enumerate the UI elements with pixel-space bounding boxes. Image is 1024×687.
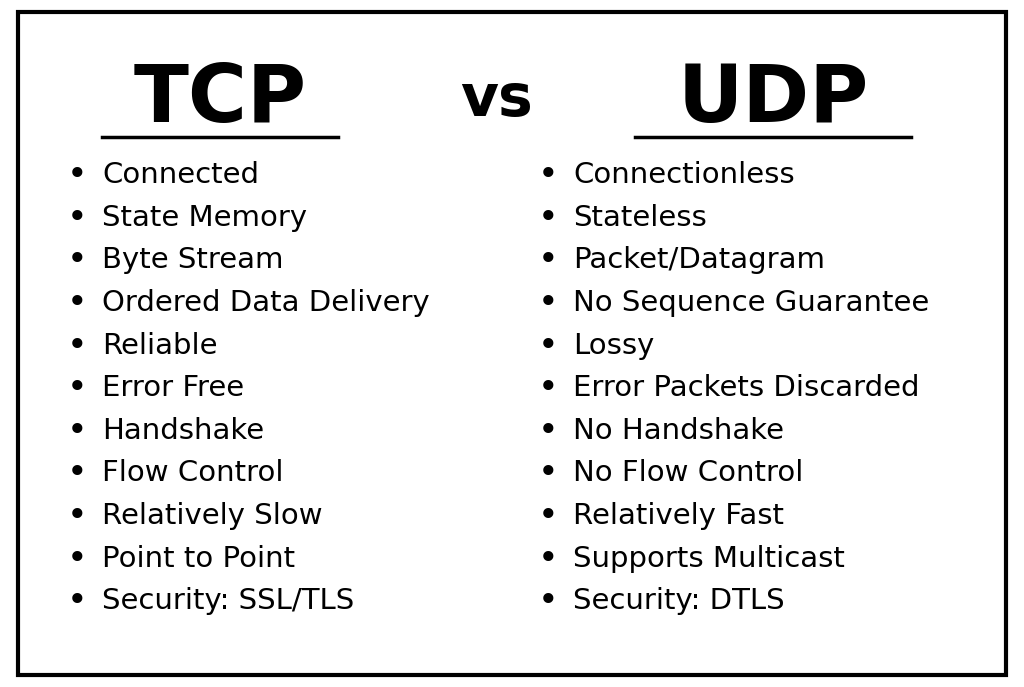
Text: •: • [538,286,558,320]
Text: Lossy: Lossy [573,332,654,359]
Text: •: • [538,414,558,448]
Text: •: • [67,541,87,576]
Text: Security: SSL/TLS: Security: SSL/TLS [102,587,354,615]
Text: •: • [538,201,558,235]
Text: •: • [67,371,87,405]
Text: Byte Stream: Byte Stream [102,247,284,274]
Text: •: • [67,584,87,618]
Text: Connectionless: Connectionless [573,161,795,189]
Text: •: • [67,158,87,192]
Text: No Sequence Guarantee: No Sequence Guarantee [573,289,930,317]
Text: •: • [67,328,87,363]
Text: Flow Control: Flow Control [102,460,284,487]
Text: Security: DTLS: Security: DTLS [573,587,785,615]
FancyBboxPatch shape [18,12,1006,675]
Text: Connected: Connected [102,161,259,189]
Text: •: • [67,286,87,320]
Text: •: • [67,499,87,533]
Text: •: • [67,456,87,491]
Text: •: • [538,328,558,363]
Text: Reliable: Reliable [102,332,218,359]
Text: •: • [67,201,87,235]
Text: •: • [538,243,558,278]
Text: •: • [67,243,87,278]
Text: TCP: TCP [134,60,306,139]
Text: •: • [538,584,558,618]
Text: Relatively Slow: Relatively Slow [102,502,323,530]
Text: Ordered Data Delivery: Ordered Data Delivery [102,289,430,317]
Text: UDP: UDP [678,60,868,139]
Text: Error Packets Discarded: Error Packets Discarded [573,374,920,402]
Text: Point to Point: Point to Point [102,545,296,572]
Text: Relatively Fast: Relatively Fast [573,502,784,530]
Text: State Memory: State Memory [102,204,307,232]
Text: Packet/Datagram: Packet/Datagram [573,247,825,274]
Text: •: • [538,499,558,533]
Text: vs: vs [460,71,534,128]
Text: •: • [538,541,558,576]
Text: Error Free: Error Free [102,374,245,402]
Text: Stateless: Stateless [573,204,708,232]
Text: No Handshake: No Handshake [573,417,784,444]
Text: Handshake: Handshake [102,417,264,444]
Text: Supports Multicast: Supports Multicast [573,545,846,572]
Text: •: • [67,414,87,448]
Text: •: • [538,158,558,192]
Text: No Flow Control: No Flow Control [573,460,804,487]
Text: •: • [538,371,558,405]
Text: •: • [538,456,558,491]
